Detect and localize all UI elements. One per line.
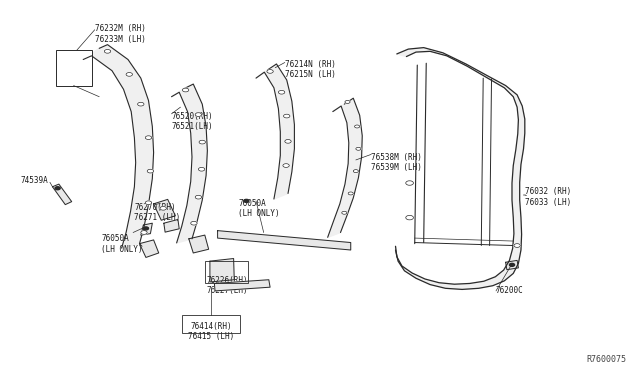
Circle shape [342,211,347,214]
Circle shape [406,181,413,185]
Text: 76226(RH)
76227(LH): 76226(RH) 76227(LH) [206,276,248,295]
Text: R7600075: R7600075 [586,355,626,364]
Polygon shape [83,45,154,248]
Polygon shape [214,280,270,291]
Circle shape [182,88,189,92]
Polygon shape [189,235,209,253]
Circle shape [147,169,154,173]
Bar [182,315,240,333]
Text: 76050A
(LH ONLY): 76050A (LH ONLY) [101,234,143,254]
Polygon shape [506,260,518,270]
Polygon shape [154,199,175,220]
Circle shape [191,221,197,225]
Circle shape [141,231,147,234]
Polygon shape [164,219,179,232]
Bar [205,261,248,283]
Text: 76050A
(LH ONLY): 76050A (LH ONLY) [238,199,280,218]
Text: 76538M (RH)
76539M (LH): 76538M (RH) 76539M (LH) [371,153,422,172]
Circle shape [199,140,205,144]
Polygon shape [172,84,207,243]
Circle shape [509,263,515,266]
Circle shape [145,136,152,140]
Polygon shape [140,240,159,257]
Circle shape [356,147,361,150]
Text: 76200C: 76200C [496,286,524,295]
Circle shape [104,49,111,53]
Text: 76414(RH)
76415 (LH): 76414(RH) 76415 (LH) [188,322,234,341]
Circle shape [355,125,360,128]
Text: 76032 (RH)
76033 (LH): 76032 (RH) 76033 (LH) [525,187,571,207]
Bar [56,50,92,86]
Circle shape [353,170,358,173]
Circle shape [195,195,202,199]
Text: 74539A: 74539A [20,176,48,185]
Circle shape [55,187,60,190]
Polygon shape [328,98,362,237]
Polygon shape [396,48,525,289]
Text: 76214N (RH)
76215N (LH): 76214N (RH) 76215N (LH) [285,60,335,79]
Circle shape [138,102,144,106]
Circle shape [160,206,166,210]
Circle shape [278,90,285,94]
Polygon shape [210,259,234,282]
Circle shape [285,140,291,143]
Circle shape [143,227,148,230]
Circle shape [406,215,413,220]
Text: 76520(RH)
76521(LH): 76520(RH) 76521(LH) [172,112,213,131]
Polygon shape [218,231,351,250]
Text: 76270(RH)
76271 (LH): 76270(RH) 76271 (LH) [134,203,180,222]
Circle shape [198,167,205,171]
Circle shape [283,164,289,167]
Circle shape [348,192,353,195]
Text: 76232M (RH)
76233M (LH): 76232M (RH) 76233M (LH) [95,24,145,44]
Polygon shape [141,223,152,235]
Circle shape [514,244,520,247]
Circle shape [195,113,202,116]
Circle shape [145,201,152,205]
Polygon shape [256,64,294,199]
Polygon shape [52,184,72,205]
Circle shape [284,114,290,118]
Circle shape [244,199,249,202]
Circle shape [267,70,273,73]
Circle shape [345,100,350,103]
Circle shape [126,73,132,76]
